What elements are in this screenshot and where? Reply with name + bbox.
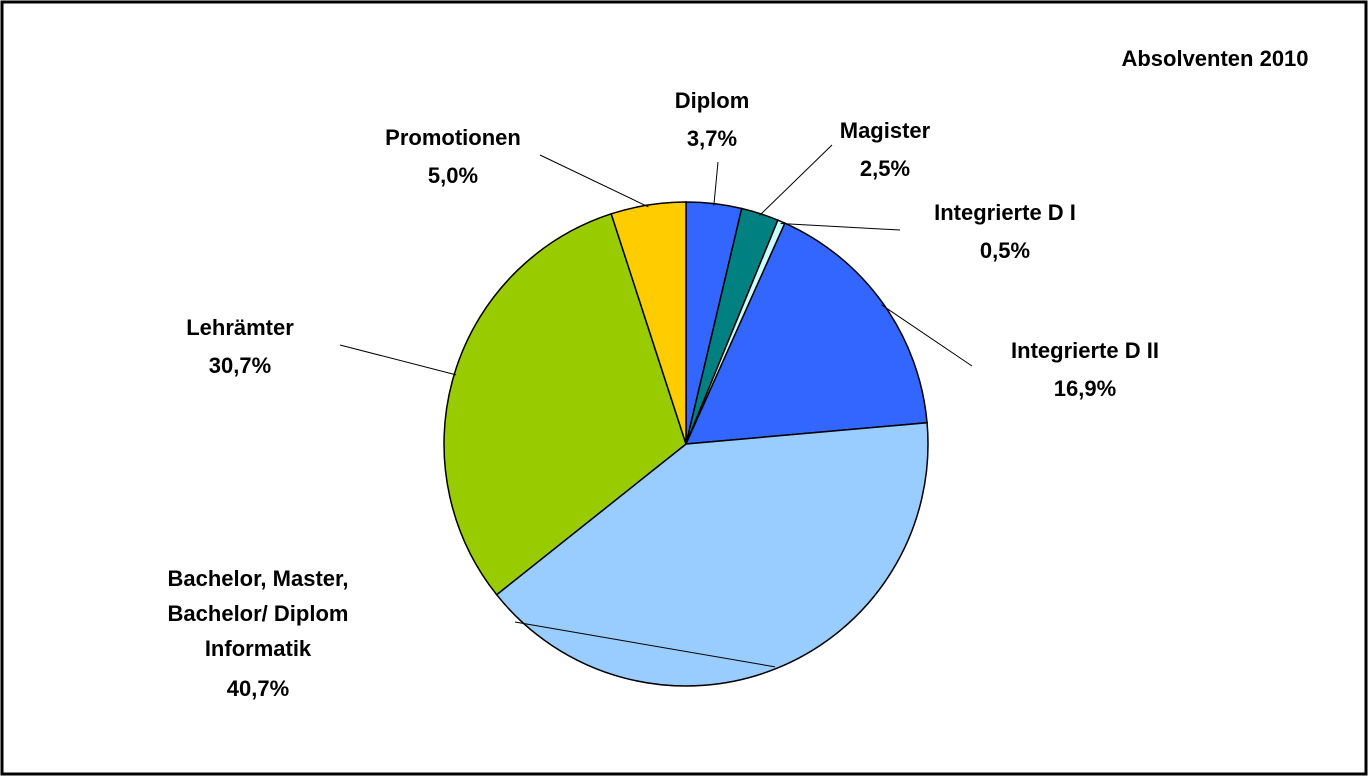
- slice-label: Promotionen: [385, 125, 521, 150]
- value-label: 40,7%: [227, 676, 289, 701]
- leader-line: [881, 304, 973, 367]
- pie-slice: [610, 201, 687, 445]
- chart-title: Absolventen 2010: [1121, 46, 1308, 71]
- value-label: 30,7%: [209, 353, 271, 378]
- slice-label: Bachelor, Master, Bachelor/ Diplom Informa…: [168, 566, 349, 661]
- slice-label: Integrierte D I: [934, 200, 1076, 225]
- value-label: 2,5%: [860, 156, 910, 181]
- leader-line: [339, 344, 457, 376]
- value-label: 16,9%: [1054, 376, 1116, 401]
- leader-line: [780, 222, 901, 231]
- pie-slice: [684, 222, 928, 445]
- pie-slice: [495, 421, 929, 687]
- value-label: 0,5%: [980, 238, 1030, 263]
- value-label: 5,0%: [428, 163, 478, 188]
- slice-label: Diplom: [675, 88, 750, 113]
- leader-line: [514, 621, 776, 668]
- slice-label: Integrierte D II: [1011, 338, 1159, 363]
- leader-line: [713, 161, 719, 206]
- leader-line: [539, 154, 649, 208]
- slice-label: Magister: [840, 118, 931, 143]
- slice-label: Lehrämter: [186, 315, 294, 340]
- leader-line: [759, 144, 833, 216]
- value-label: 3,7%: [687, 126, 737, 151]
